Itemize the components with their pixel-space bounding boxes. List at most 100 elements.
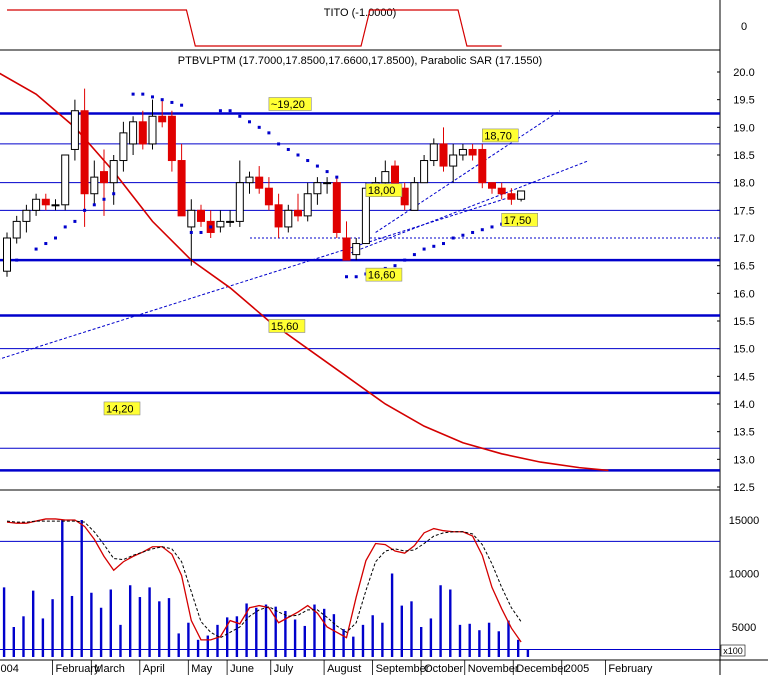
candle xyxy=(449,143,458,183)
sar-dot xyxy=(54,236,57,240)
price-tick-label: 18.5 xyxy=(733,150,754,162)
sar-dot xyxy=(228,109,232,113)
level-label-box xyxy=(103,401,141,416)
candle-body xyxy=(226,220,235,223)
sar-dot xyxy=(199,230,203,234)
candle xyxy=(129,116,138,155)
candle xyxy=(32,193,41,216)
candle-body xyxy=(323,182,332,185)
level-label-text: 16,60 xyxy=(368,270,396,282)
candle-body xyxy=(32,198,41,211)
candle-body xyxy=(148,115,157,145)
candle xyxy=(216,210,225,233)
level-label: 18,00 xyxy=(365,183,403,197)
price-title: PTBVLPTM (17.7000,17.8500,17.6600,17.850… xyxy=(178,55,542,67)
candle xyxy=(478,143,487,189)
sar-dot xyxy=(238,114,242,118)
candle-body xyxy=(245,176,254,184)
candle-body xyxy=(22,209,31,222)
sar-dot xyxy=(151,95,154,99)
candle xyxy=(158,99,167,128)
candle-body xyxy=(167,115,176,162)
candle-body xyxy=(138,121,147,145)
level-label-text: 15,60 xyxy=(271,321,299,333)
level-label-text: ~19,20 xyxy=(271,99,305,111)
sar-dot xyxy=(345,275,348,279)
oscillator-line xyxy=(6,518,522,643)
level-label-box xyxy=(268,319,306,333)
candle xyxy=(90,160,99,205)
candle-body xyxy=(507,193,516,200)
candle xyxy=(80,88,89,227)
level-label-text: 18,70 xyxy=(484,130,512,142)
price-tick-label: 14.0 xyxy=(733,399,754,411)
level-label: 18,70 xyxy=(481,128,519,142)
x-tick-label: November xyxy=(468,663,519,675)
volume-tick-label: 10000 xyxy=(729,569,760,581)
sar-dot xyxy=(277,142,281,146)
candle xyxy=(61,154,70,211)
volume-tick-label: 15000 xyxy=(729,515,760,527)
candle xyxy=(497,182,506,200)
sar-dot xyxy=(112,192,116,196)
candle-body xyxy=(294,209,302,217)
sar-dot xyxy=(73,219,77,223)
candle-body xyxy=(264,187,273,206)
level-label-box xyxy=(365,183,403,197)
candle xyxy=(284,204,293,233)
level-label-box xyxy=(501,213,539,227)
candle xyxy=(100,149,108,216)
candle-body xyxy=(100,171,108,184)
candle-body xyxy=(352,243,361,256)
candle xyxy=(51,199,60,211)
price-tick-label: 12.5 xyxy=(733,482,754,494)
x-tick-label: March xyxy=(94,663,125,675)
candle xyxy=(264,177,273,211)
sar-dot xyxy=(44,242,48,246)
candle xyxy=(429,138,438,167)
candle xyxy=(138,110,147,150)
candle-body xyxy=(158,115,167,123)
sar-dot xyxy=(354,275,358,279)
sar-dot xyxy=(15,258,19,262)
indicator-line xyxy=(7,9,502,47)
candle-body xyxy=(303,193,312,217)
price-tick-label: 17.5 xyxy=(733,205,754,217)
sar-dot xyxy=(218,109,222,113)
sar-dot xyxy=(257,125,261,129)
candle-body xyxy=(90,176,99,195)
candle-body xyxy=(284,209,293,228)
sar-dot xyxy=(442,242,445,246)
candle-body xyxy=(12,220,21,239)
sar-dot xyxy=(480,228,484,232)
sar-dot xyxy=(141,92,145,96)
candle-body xyxy=(342,237,351,261)
sar-dot xyxy=(63,225,67,229)
level-label-box xyxy=(365,267,403,282)
candle-body xyxy=(429,143,438,162)
x-tick-label: June xyxy=(230,663,254,675)
sar-dot xyxy=(267,131,271,135)
candle-body xyxy=(449,154,458,167)
candle-body xyxy=(80,110,89,195)
x-tick-label: October xyxy=(424,663,463,675)
candle-body xyxy=(468,148,477,156)
indicator-title: TITO (-1.0000) xyxy=(324,7,397,19)
level-label-box xyxy=(268,97,312,111)
level-label-text: 17,50 xyxy=(504,215,532,227)
candle-body xyxy=(497,187,506,195)
candle xyxy=(197,204,205,227)
price-tick-label: 15.0 xyxy=(733,344,754,356)
sar-dot xyxy=(170,100,174,104)
price-tick-label: 18.0 xyxy=(733,178,754,190)
trend-line xyxy=(0,193,522,360)
price-tick-label: 15.5 xyxy=(733,316,754,328)
candle xyxy=(488,182,496,194)
candle xyxy=(274,193,283,238)
sar-dot xyxy=(393,264,397,268)
level-label: 14,20 xyxy=(103,401,141,416)
candle xyxy=(70,99,79,161)
sar-dot xyxy=(131,92,135,96)
price-tick-label: 19.0 xyxy=(733,122,754,134)
